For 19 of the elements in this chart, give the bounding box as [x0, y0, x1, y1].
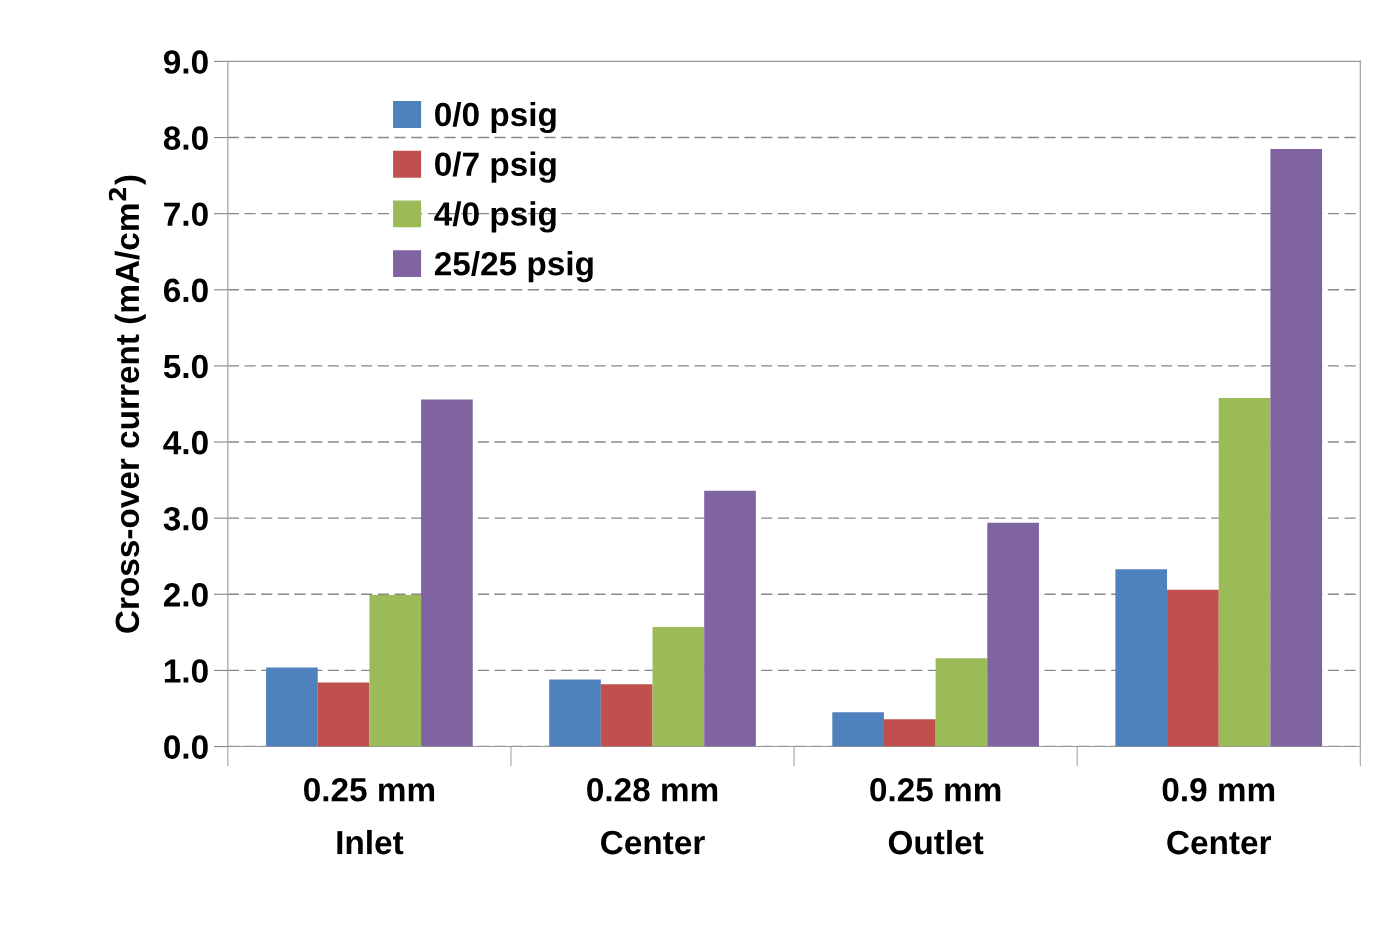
y-tick-label: 9.0	[163, 50, 208, 74]
x-tick-label: 0.25 mm Inlet	[304, 777, 435, 855]
y-axis-title: Cross-over current (mA/cm$^{2}$)	[108, 175, 146, 633]
legend-label: 0/7 psig	[435, 151, 556, 183]
legend-label: 25/25 psig	[434, 251, 593, 283]
y-tick-label: 8.0	[163, 126, 208, 150]
legend-label: 4/0 psig	[434, 201, 556, 233]
y-tick-label: 7.0	[164, 202, 208, 227]
y-tick-label: 2.0	[163, 583, 208, 607]
y-tick-label: 6.0	[164, 278, 208, 303]
y-tick-label: 1.0	[164, 659, 208, 683]
legend-label: 0/0 psig	[435, 101, 556, 134]
y-tick-label: 4.0	[163, 430, 208, 455]
y-tick-label: 0.0	[164, 735, 208, 759]
y-tick-label: 3.0	[163, 506, 208, 531]
x-tick-label: 0.25 mm Outlet	[870, 777, 1001, 855]
x-tick-label: 0.28 mm Center	[587, 777, 718, 855]
y-tick-label: 5.0	[163, 354, 208, 379]
x-tick-label: 0.9 mm Center	[1162, 777, 1275, 855]
